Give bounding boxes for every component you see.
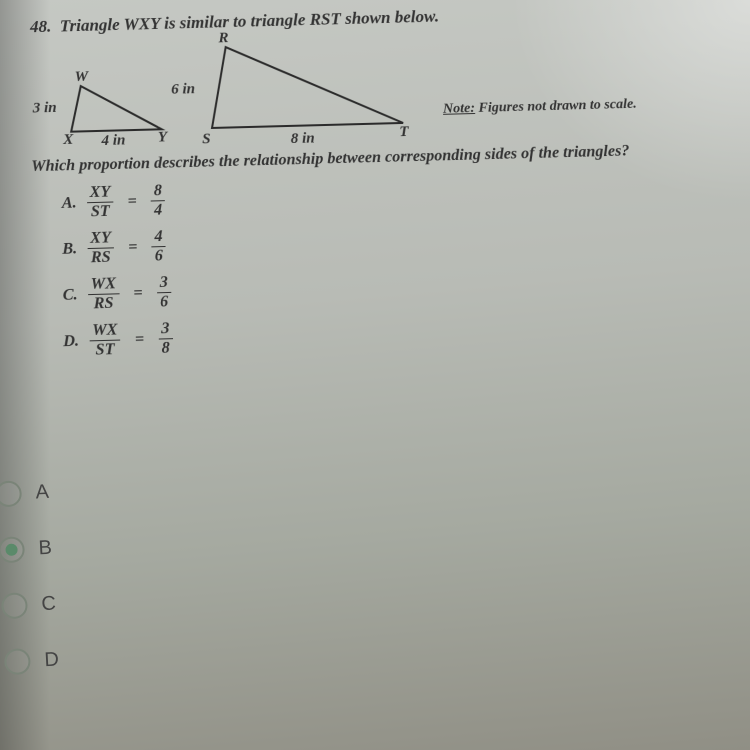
answer-label: C xyxy=(41,592,57,616)
tri2-label-top: R xyxy=(218,30,228,47)
answer-option-d[interactable]: D xyxy=(4,646,60,675)
choice-left-frac: WX ST xyxy=(89,322,121,359)
choice-a: A. XY ST = 8 4 xyxy=(62,168,749,222)
choice-letter: D. xyxy=(63,332,79,351)
answer-option-b[interactable]: B xyxy=(0,535,54,564)
note-text: Figures not drawn to scale. xyxy=(478,96,637,115)
equals-sign: = xyxy=(127,192,136,211)
answer-radio-group: A B C D xyxy=(0,479,59,676)
answer-label: B xyxy=(38,536,53,560)
question-number: 48. xyxy=(30,17,51,37)
tri2-left-side: 6 in xyxy=(171,81,195,99)
choice-left-frac: XY RS xyxy=(87,230,114,266)
triangle-wxy: W X Y 3 in 4 in xyxy=(61,79,172,147)
answer-option-c[interactable]: C xyxy=(1,591,57,620)
tri2-label-br: T xyxy=(399,124,409,141)
radio-circle[interactable] xyxy=(0,480,22,507)
tri1-label-top: W xyxy=(75,69,89,86)
choice-right-frac: 4 6 xyxy=(151,229,166,265)
equals-sign: = xyxy=(133,284,143,303)
tri1-label-bl: X xyxy=(63,132,73,149)
choice-right-frac: 8 4 xyxy=(151,183,166,219)
answer-option-a[interactable]: A xyxy=(0,479,51,508)
tri1-left-side: 3 in xyxy=(33,100,57,118)
choice-letter: B. xyxy=(62,240,77,259)
choice-right-frac: 3 6 xyxy=(157,274,172,310)
tri2-bottom-side: 8 in xyxy=(291,130,315,148)
choice-left-frac: WX RS xyxy=(88,276,120,313)
answer-label: D xyxy=(44,648,60,672)
tri2-label-bl: S xyxy=(202,131,211,148)
choice-b: B. XY RS = 4 6 xyxy=(62,213,750,267)
radio-circle[interactable] xyxy=(0,536,25,563)
radio-circle[interactable] xyxy=(1,592,28,619)
choice-c: C. WX RS = 3 6 xyxy=(63,259,750,313)
choice-d: D. WX ST = 3 8 xyxy=(63,305,750,359)
choice-list: A. XY ST = 8 4 B. XY RS = 4 6 C. xyxy=(62,168,750,360)
equals-sign: = xyxy=(128,238,137,257)
radio-circle[interactable] xyxy=(4,648,31,675)
choice-left-frac: XY ST xyxy=(87,184,114,220)
tri1-label-br: Y xyxy=(158,129,167,146)
triangle-rst: R S T 6 in 8 in xyxy=(201,37,414,143)
choice-right-frac: 3 8 xyxy=(158,321,173,357)
question-page: 48. Triangle WXY is similar to triangle … xyxy=(30,0,750,371)
figure-row: W X Y 3 in 4 in R S T 6 in 8 in Note: Fi… xyxy=(60,29,745,147)
choice-letter: A. xyxy=(62,194,77,213)
note-label: Note: xyxy=(443,101,475,117)
prompt-main-text: Triangle WXY is similar to triangle RST … xyxy=(60,7,440,36)
tri1-bottom-side: 4 in xyxy=(101,132,125,150)
choice-letter: C. xyxy=(63,286,78,305)
answer-label: A xyxy=(35,480,50,504)
triangle-rst-svg xyxy=(201,37,414,138)
figure-note: Note: Figures not drawn to scale. xyxy=(443,96,637,117)
equals-sign: = xyxy=(135,330,145,349)
